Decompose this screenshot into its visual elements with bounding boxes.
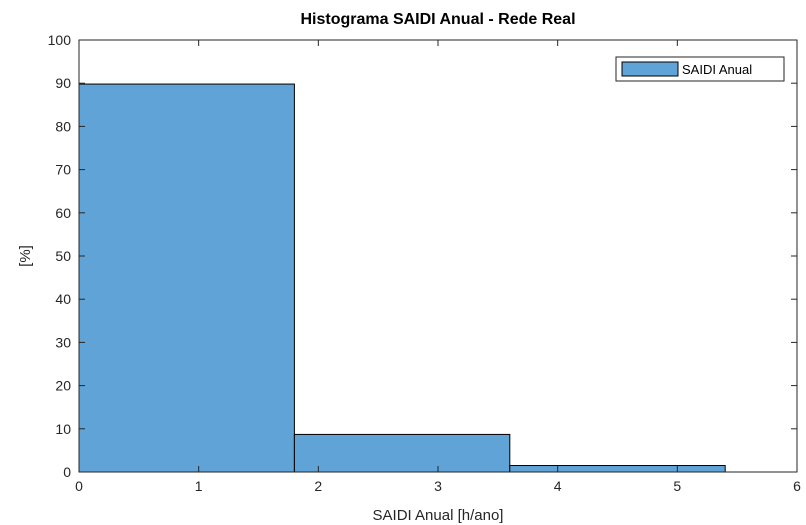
legend-swatch: [621, 61, 679, 77]
x-tick-label: 1: [195, 478, 203, 494]
x-tick-label: 0: [75, 478, 83, 494]
x-tick-label: 3: [434, 478, 442, 494]
histogram-bar: [509, 465, 726, 473]
y-tick-label: 40: [55, 291, 71, 307]
y-tick-label: 10: [55, 421, 71, 437]
y-tick-label: 0: [63, 464, 71, 480]
y-tick-label: 80: [55, 118, 71, 134]
x-tick-label: 2: [314, 478, 322, 494]
x-tick-label: 4: [554, 478, 562, 494]
x-tick-label: 5: [673, 478, 681, 494]
legend-label: SAIDI Anual: [682, 62, 752, 77]
bars-group: [78, 83, 726, 473]
y-tick-label: 30: [55, 334, 71, 350]
y-axis-label: [%]: [17, 245, 34, 267]
y-tick-label: 20: [55, 378, 71, 394]
chart-title: Histograma SAIDI Anual - Rede Real: [300, 11, 575, 28]
y-tick-label: 70: [55, 162, 71, 178]
y-tick-label: 90: [55, 75, 71, 91]
y-tick-label: 60: [55, 205, 71, 221]
legend: SAIDI Anual: [615, 56, 785, 82]
plot-frame: [78, 39, 798, 473]
histogram-bar: [293, 433, 511, 473]
x-tick-label: 6: [793, 478, 801, 494]
y-axis-ticks: 0 10 20 30 40 50 60 70 80 90 100: [48, 32, 797, 480]
histogram-bar: [78, 83, 295, 473]
y-tick-label: 100: [48, 32, 72, 48]
y-tick-label: 50: [55, 248, 71, 264]
x-axis-label: SAIDI Anual [h/ano]: [373, 507, 504, 524]
